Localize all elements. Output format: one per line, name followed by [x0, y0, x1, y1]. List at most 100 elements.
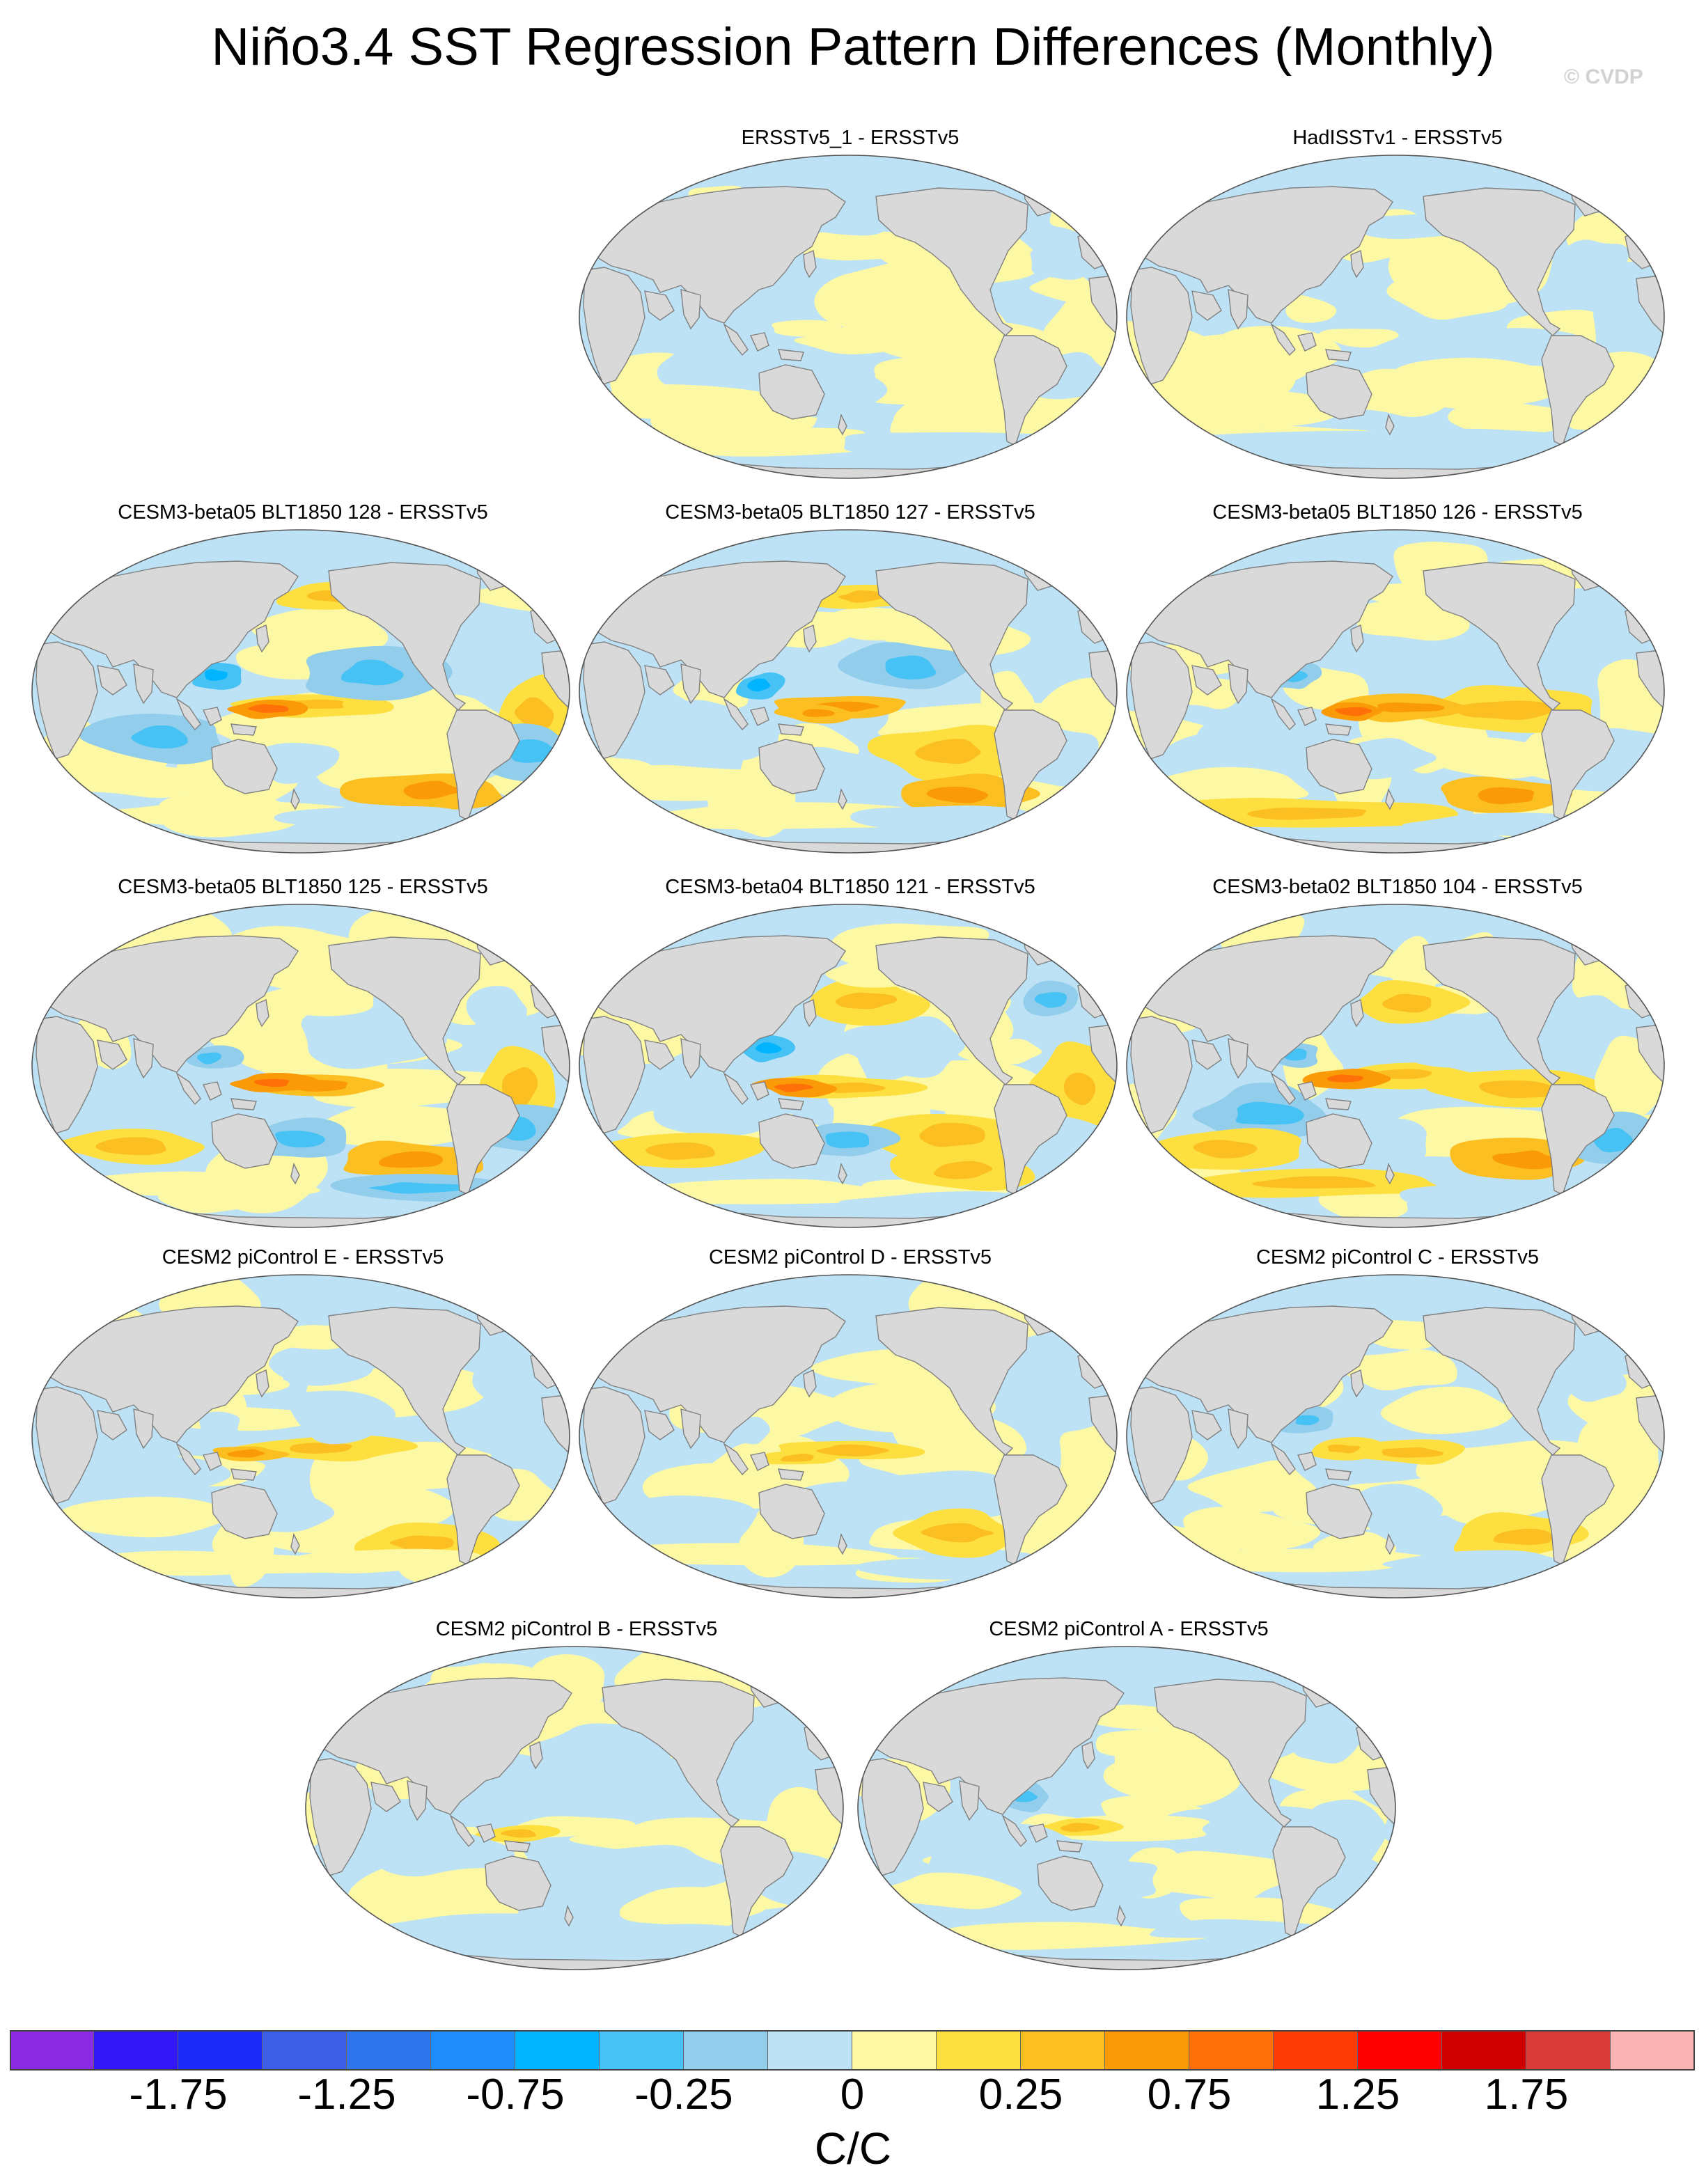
- land-borneo: [749, 332, 769, 352]
- anomaly-contour: [833, 1016, 966, 1078]
- map-border: [579, 155, 1118, 479]
- land-nz: [1385, 413, 1395, 436]
- anomaly-core: [1235, 1101, 1304, 1125]
- land-australia: [211, 1484, 278, 1539]
- land-seasia: [1270, 323, 1296, 356]
- anomaly-core: [389, 1535, 454, 1553]
- land-seasia: [175, 1072, 201, 1106]
- land-samerica: [446, 1084, 520, 1195]
- land-seasia: [1270, 698, 1296, 731]
- anomaly-core: [1377, 702, 1445, 713]
- colorbar-box: [1526, 2030, 1611, 2071]
- map-panel: CESM2 piControl B - ERSSTv5: [303, 1617, 850, 1979]
- land-africa: [36, 641, 98, 760]
- page-title: Niño3.4 SST Regression Pattern Differenc…: [211, 17, 1495, 77]
- map-panel: ERSSTv5_1 - ERSSTv5: [577, 125, 1124, 487]
- land-namerica: [875, 1307, 1028, 1456]
- land-india: [133, 1038, 154, 1079]
- anomaly-contour: [529, 1723, 671, 1771]
- land-namerica: [1423, 187, 1576, 336]
- anomaly-core: [1375, 1069, 1432, 1079]
- land-borneo: [1028, 1823, 1048, 1843]
- robinson-map: [1126, 1274, 1665, 1598]
- land-africa: [861, 1758, 924, 1876]
- land-australia: [1306, 739, 1372, 794]
- colorbar-box: [937, 2030, 1021, 2071]
- colorbar-tick-label: -1.75: [129, 2071, 228, 2119]
- land-africa: [583, 1016, 645, 1134]
- anomaly-core: [919, 1122, 985, 1147]
- anomaly-core: [921, 1523, 994, 1543]
- panel-title: CESM3-beta05 BLT1850 128 - ERSSTv5: [118, 501, 488, 524]
- land-samerica: [1541, 1084, 1615, 1195]
- colorbar-tick-label: 1.75: [1484, 2071, 1569, 2119]
- land-africa: [1130, 1386, 1193, 1505]
- land-japan: [803, 1369, 817, 1398]
- anomaly-contour: [1127, 1523, 1189, 1598]
- land-newguinea: [230, 723, 257, 736]
- anomaly-contour: [287, 1390, 396, 1445]
- land-newguinea: [1056, 1840, 1083, 1853]
- anomaly-contour: [1415, 737, 1567, 779]
- map-border: [1126, 529, 1665, 854]
- land-borneo: [749, 707, 769, 726]
- land-australia: [758, 1484, 825, 1539]
- land-namerica: [1154, 1679, 1307, 1828]
- anomaly-contour: [274, 806, 481, 827]
- land-africa: [583, 267, 645, 385]
- land-africa: [1130, 267, 1193, 385]
- anomaly-core: [501, 1829, 536, 1838]
- land-japan: [1350, 624, 1364, 653]
- land-samerica: [1541, 1454, 1615, 1566]
- anomaly-contour: [379, 1913, 645, 1942]
- land-masses: [1130, 173, 1664, 478]
- land-newguinea: [778, 1098, 804, 1110]
- anomaly-contour: [1343, 368, 1449, 417]
- land-newguinea: [230, 1098, 257, 1110]
- anomaly-contour: [843, 267, 976, 321]
- land-borneo: [202, 1081, 222, 1101]
- map-panel: CESM2 piControl E - ERSSTv5: [29, 1245, 577, 1607]
- robinson-map: [31, 1274, 570, 1598]
- land-borneo: [202, 707, 222, 726]
- anomaly-core: [1063, 1072, 1096, 1106]
- land-arabia: [1191, 1410, 1222, 1440]
- anomaly-core: [835, 992, 898, 1009]
- land-samerica: [994, 1084, 1067, 1195]
- anomaly-contour: [282, 1548, 481, 1573]
- anomaly-core: [1478, 1080, 1563, 1099]
- land-japan: [529, 1741, 543, 1770]
- land-india: [133, 663, 154, 705]
- land-samerica: [994, 709, 1067, 821]
- anomaly-core: [838, 590, 887, 603]
- anomaly-contour: [1585, 612, 1638, 652]
- land-arabia: [644, 290, 675, 321]
- anomaly-core: [926, 786, 988, 803]
- anomaly-core: [825, 1131, 870, 1149]
- robinson-map: [579, 155, 1118, 479]
- colorbar-box: [852, 2030, 937, 2071]
- land-nz: [290, 1162, 300, 1185]
- anomaly-contour: [472, 1788, 529, 1818]
- anomaly-core: [1327, 1074, 1363, 1083]
- anomaly-core: [1247, 807, 1366, 820]
- colorbar-box: [515, 2030, 600, 2071]
- anomaly-contour: [1562, 1364, 1627, 1402]
- land-samerica: [1541, 709, 1615, 821]
- anomaly-core: [756, 1042, 782, 1054]
- land-india: [680, 289, 701, 330]
- colorbar-box: [1189, 2030, 1274, 2071]
- land-newguinea: [1325, 1468, 1352, 1481]
- land-samerica: [446, 1454, 520, 1566]
- panel-title: CESM2 piControl A - ERSSTv5: [989, 1618, 1269, 1640]
- anomaly-contour: [1377, 647, 1497, 690]
- land-samerica: [1272, 1826, 1346, 1938]
- anomaly-contour: [1285, 295, 1337, 323]
- map-panel: CESM2 piControl D - ERSSTv5: [577, 1245, 1124, 1607]
- land-india: [680, 1038, 701, 1079]
- land-masses: [36, 922, 570, 1227]
- map-panel: HadISSTv1 - ERSSTv5: [1124, 125, 1671, 487]
- anomaly-contour: [844, 432, 1076, 458]
- anomaly-core: [205, 669, 228, 681]
- land-australia: [758, 739, 825, 794]
